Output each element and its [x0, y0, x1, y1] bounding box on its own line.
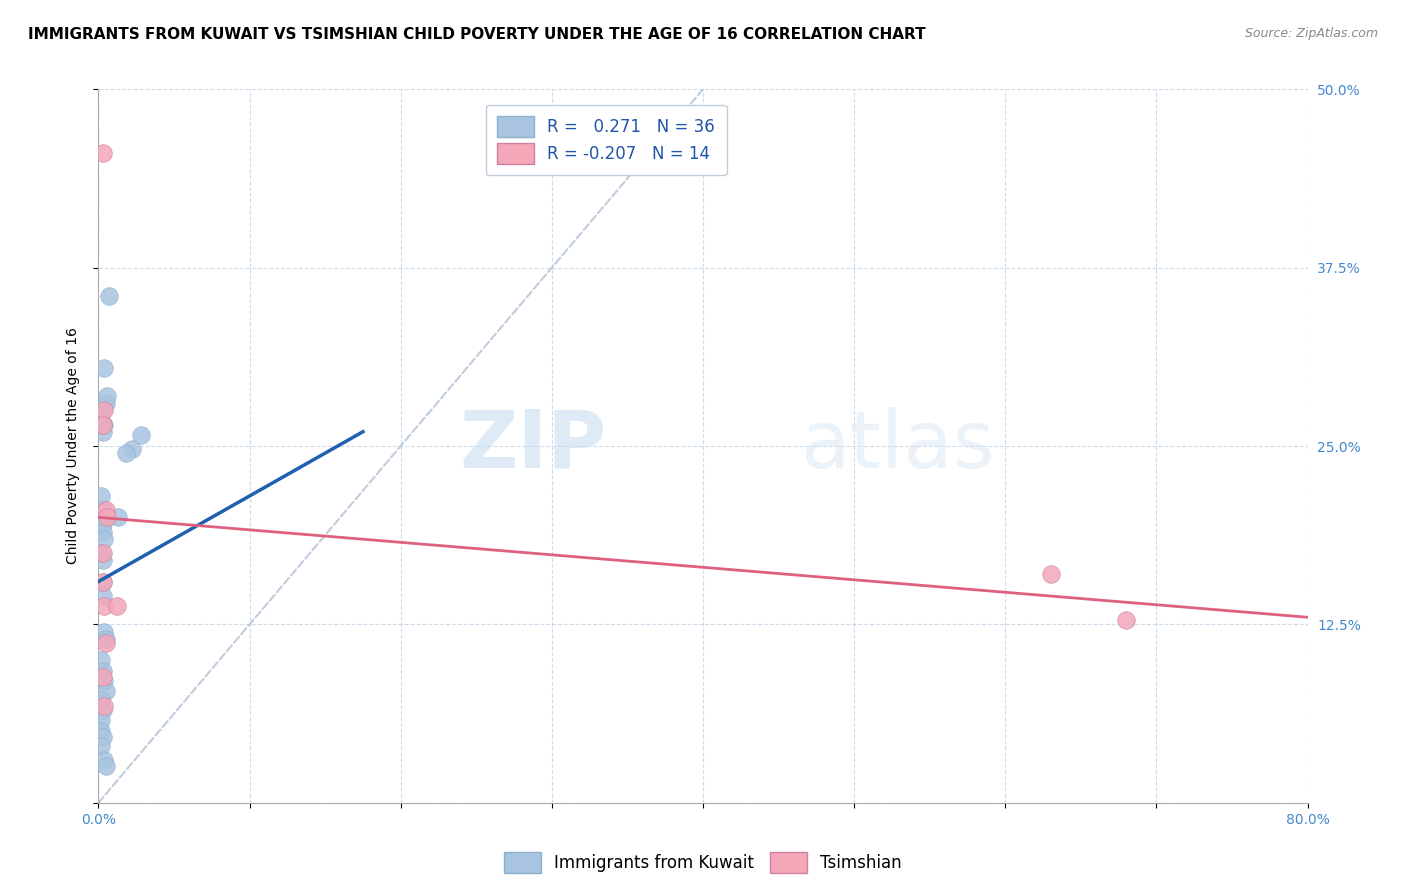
Point: [91, 425, 114, 439]
Point: [98, 289, 121, 303]
Point: [91, 524, 114, 539]
Point: [93, 698, 115, 713]
Point: [93, 403, 115, 417]
Point: [107, 510, 129, 524]
Point: [93, 624, 115, 639]
Text: atlas: atlas: [800, 407, 994, 485]
Text: IMMIGRANTS FROM KUWAIT VS TSIMSHIAN CHILD POVERTY UNDER THE AGE OF 16 CORRELATIO: IMMIGRANTS FROM KUWAIT VS TSIMSHIAN CHIL…: [28, 27, 925, 42]
Point: [90, 510, 112, 524]
Point: [96, 510, 118, 524]
Point: [94, 396, 117, 410]
Point: [93, 674, 115, 689]
Point: [94, 503, 117, 517]
Text: ZIP: ZIP: [458, 407, 606, 485]
Point: [90, 713, 112, 727]
Point: [91, 553, 114, 567]
Point: [90, 724, 112, 739]
Point: [105, 599, 128, 613]
Point: [91, 417, 114, 432]
Point: [91, 574, 114, 589]
Text: Source: ZipAtlas.com: Source: ZipAtlas.com: [1244, 27, 1378, 40]
Y-axis label: Child Poverty Under the Age of 16: Child Poverty Under the Age of 16: [66, 327, 80, 565]
Legend: Immigrants from Kuwait, Tsimshian: Immigrants from Kuwait, Tsimshian: [498, 846, 908, 880]
Point: [91, 703, 114, 717]
Point: [91, 417, 114, 432]
Point: [91, 146, 114, 161]
Point: [91, 670, 114, 684]
Point: [1115, 613, 1137, 627]
Point: [91, 517, 114, 532]
Point: [90, 739, 112, 753]
Point: [1039, 567, 1062, 582]
Point: [91, 574, 114, 589]
Point: [114, 446, 136, 460]
Point: [129, 427, 152, 442]
Point: [94, 684, 117, 698]
Point: [91, 403, 114, 417]
Point: [93, 599, 115, 613]
Point: [93, 532, 115, 546]
Point: [93, 360, 115, 375]
Point: [90, 653, 112, 667]
Point: [91, 589, 114, 603]
Point: [90, 693, 112, 707]
Point: [94, 758, 117, 772]
Point: [91, 730, 114, 744]
Point: [96, 389, 118, 403]
Point: [91, 503, 114, 517]
Point: [94, 636, 117, 650]
Point: [91, 546, 114, 560]
Point: [93, 753, 115, 767]
Point: [91, 665, 114, 679]
Point: [94, 632, 117, 646]
Point: [90, 489, 112, 503]
Point: [93, 417, 115, 432]
Point: [90, 546, 112, 560]
Point: [121, 442, 143, 456]
Legend: R =   0.271   N = 36, R = -0.207   N = 14: R = 0.271 N = 36, R = -0.207 N = 14: [485, 104, 727, 176]
